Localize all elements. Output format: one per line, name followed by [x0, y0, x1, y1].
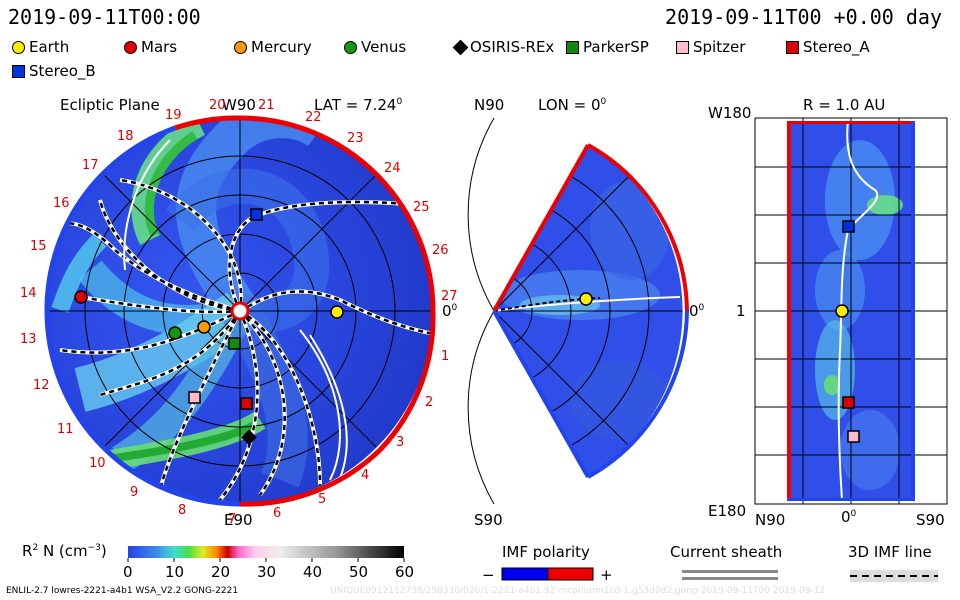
tick-label: 24 [384, 161, 401, 176]
stereo-a-marker-r1au [842, 396, 855, 409]
tick-label: 5 [318, 492, 327, 507]
footer-model-info: ENLIL-2.7 lowres-2221-a4b1 WSA_V2.2 GONG… [6, 586, 239, 596]
tick-label: 22 [305, 110, 322, 125]
tick-label: 8 [178, 503, 187, 518]
venus-marker [168, 326, 182, 340]
tick-label: 1 [441, 349, 450, 364]
zero-x-label: 00 [841, 508, 857, 526]
imf-negative-swatch [501, 567, 549, 581]
tick-label: 9 [130, 485, 139, 500]
colorbar-tick: 60 [395, 563, 415, 581]
colorbar-tick: 40 [303, 563, 323, 581]
legend-stereo-a: Stereo_A [786, 38, 870, 56]
imf-plus-label: + [600, 566, 613, 584]
mercury-marker [197, 320, 211, 334]
stereo-b-marker-icon [12, 64, 25, 78]
legend-mars: Mars [124, 38, 177, 56]
r1au-title: R = 1.0 AU [803, 96, 886, 114]
spitzer-marker-r1au [847, 430, 860, 443]
tick-label: 14 [20, 286, 37, 301]
e90-label: E90 [224, 511, 253, 529]
legend-earth: Earth [12, 38, 69, 56]
current-sheath-title: Current sheath [670, 543, 783, 561]
r1au-panel [754, 117, 948, 505]
tick-label: 23 [347, 131, 364, 146]
mars-marker-icon [124, 40, 137, 54]
right-timestamp: 2019-09-11T00 +0.00 day [665, 5, 942, 29]
tick-label: 16 [53, 196, 70, 211]
s90-label: S90 [474, 511, 503, 529]
n90-x-label: N90 [755, 511, 786, 529]
tick-label: 11 [57, 422, 74, 437]
stereo-a-marker [240, 397, 253, 410]
tick-label: 12 [33, 378, 50, 393]
osiris-rex-marker [241, 429, 257, 446]
lat-label: LAT = 7.240 [314, 96, 403, 114]
earth-marker-icon [12, 40, 25, 54]
tick-label: 26 [432, 243, 449, 258]
legend-stereo-b: Stereo_B [12, 62, 96, 80]
ecliptic-title: Ecliptic Plane [60, 96, 160, 114]
tick-label: 3 [396, 435, 405, 450]
spitzer-marker-icon [676, 40, 689, 54]
legend-spitzer: Spitzer [676, 38, 745, 56]
earth-marker [330, 305, 344, 319]
colorbar-label: R2 N (cm−3) [22, 542, 107, 560]
legend-osiris-rex: OSIRIS-REx [452, 38, 554, 56]
imf-polarity-title: IMF polarity [502, 543, 590, 561]
tick-label: 13 [20, 332, 37, 347]
tick-label: 17 [82, 158, 99, 173]
tick-label: 7 [228, 512, 237, 527]
tick-label: 2 [425, 395, 434, 410]
earth-marker-r1au [835, 304, 849, 318]
tick-label: 15 [30, 239, 47, 254]
colorbar-tick: 0 [123, 563, 133, 581]
n90-label: N90 [474, 96, 505, 114]
imf-positive-swatch [547, 567, 594, 581]
footer-run-id: UNIQUE0912112738/250330/020/1-2221-a4b1.… [330, 586, 826, 596]
tick-label: 20 [209, 98, 226, 113]
imf-line-title: 3D IMF line [848, 543, 932, 561]
tick-label: 19 [165, 108, 182, 123]
tick-label: 21 [258, 98, 275, 113]
spitzer-marker [188, 391, 201, 404]
colorbar-tick: 50 [349, 563, 369, 581]
venus-marker-icon [344, 40, 357, 54]
stereo-b-marker [250, 208, 263, 221]
stereo-a-marker-icon [786, 40, 799, 54]
imf-minus-label: − [482, 566, 495, 584]
ecliptic-zero-label: 00 [442, 302, 458, 320]
tick-label: 6 [273, 506, 282, 521]
meridional-zero-label: 00 [689, 302, 705, 320]
tick-label: 27 [441, 289, 458, 304]
mars-marker [74, 290, 88, 304]
legend-venus: Venus [344, 38, 406, 56]
e180-label: E180 [708, 502, 747, 520]
colorbar-tick: 20 [211, 563, 231, 581]
s90-x-label: S90 [916, 511, 945, 529]
stereo-b-marker-r1au [842, 220, 855, 233]
parkersp-marker-icon [566, 40, 579, 54]
w180-label: W180 [708, 104, 752, 122]
colorbar-tick: 30 [257, 563, 277, 581]
lon-label: LON = 00 [538, 96, 607, 114]
density-colorbar [128, 546, 404, 558]
tick-label: 25 [413, 200, 430, 215]
tick-label: 18 [117, 129, 134, 144]
parkersp-marker [228, 337, 241, 350]
tick-label: 10 [89, 456, 106, 471]
mercury-marker-icon [234, 40, 247, 54]
legend-parkersp: ParkerSP [566, 38, 649, 56]
mid-left-label: 1 [736, 302, 746, 320]
earth-marker-meridional [579, 292, 593, 306]
ecliptic-panel [44, 115, 436, 507]
meridional-panel [467, 117, 689, 505]
colorbar-tick: 10 [165, 563, 185, 581]
left-timestamp: 2019-09-11T00:00 [8, 5, 201, 29]
tick-label: 4 [361, 468, 370, 483]
w90-label: W90 [222, 96, 256, 114]
legend-mercury: Mercury [234, 38, 312, 56]
